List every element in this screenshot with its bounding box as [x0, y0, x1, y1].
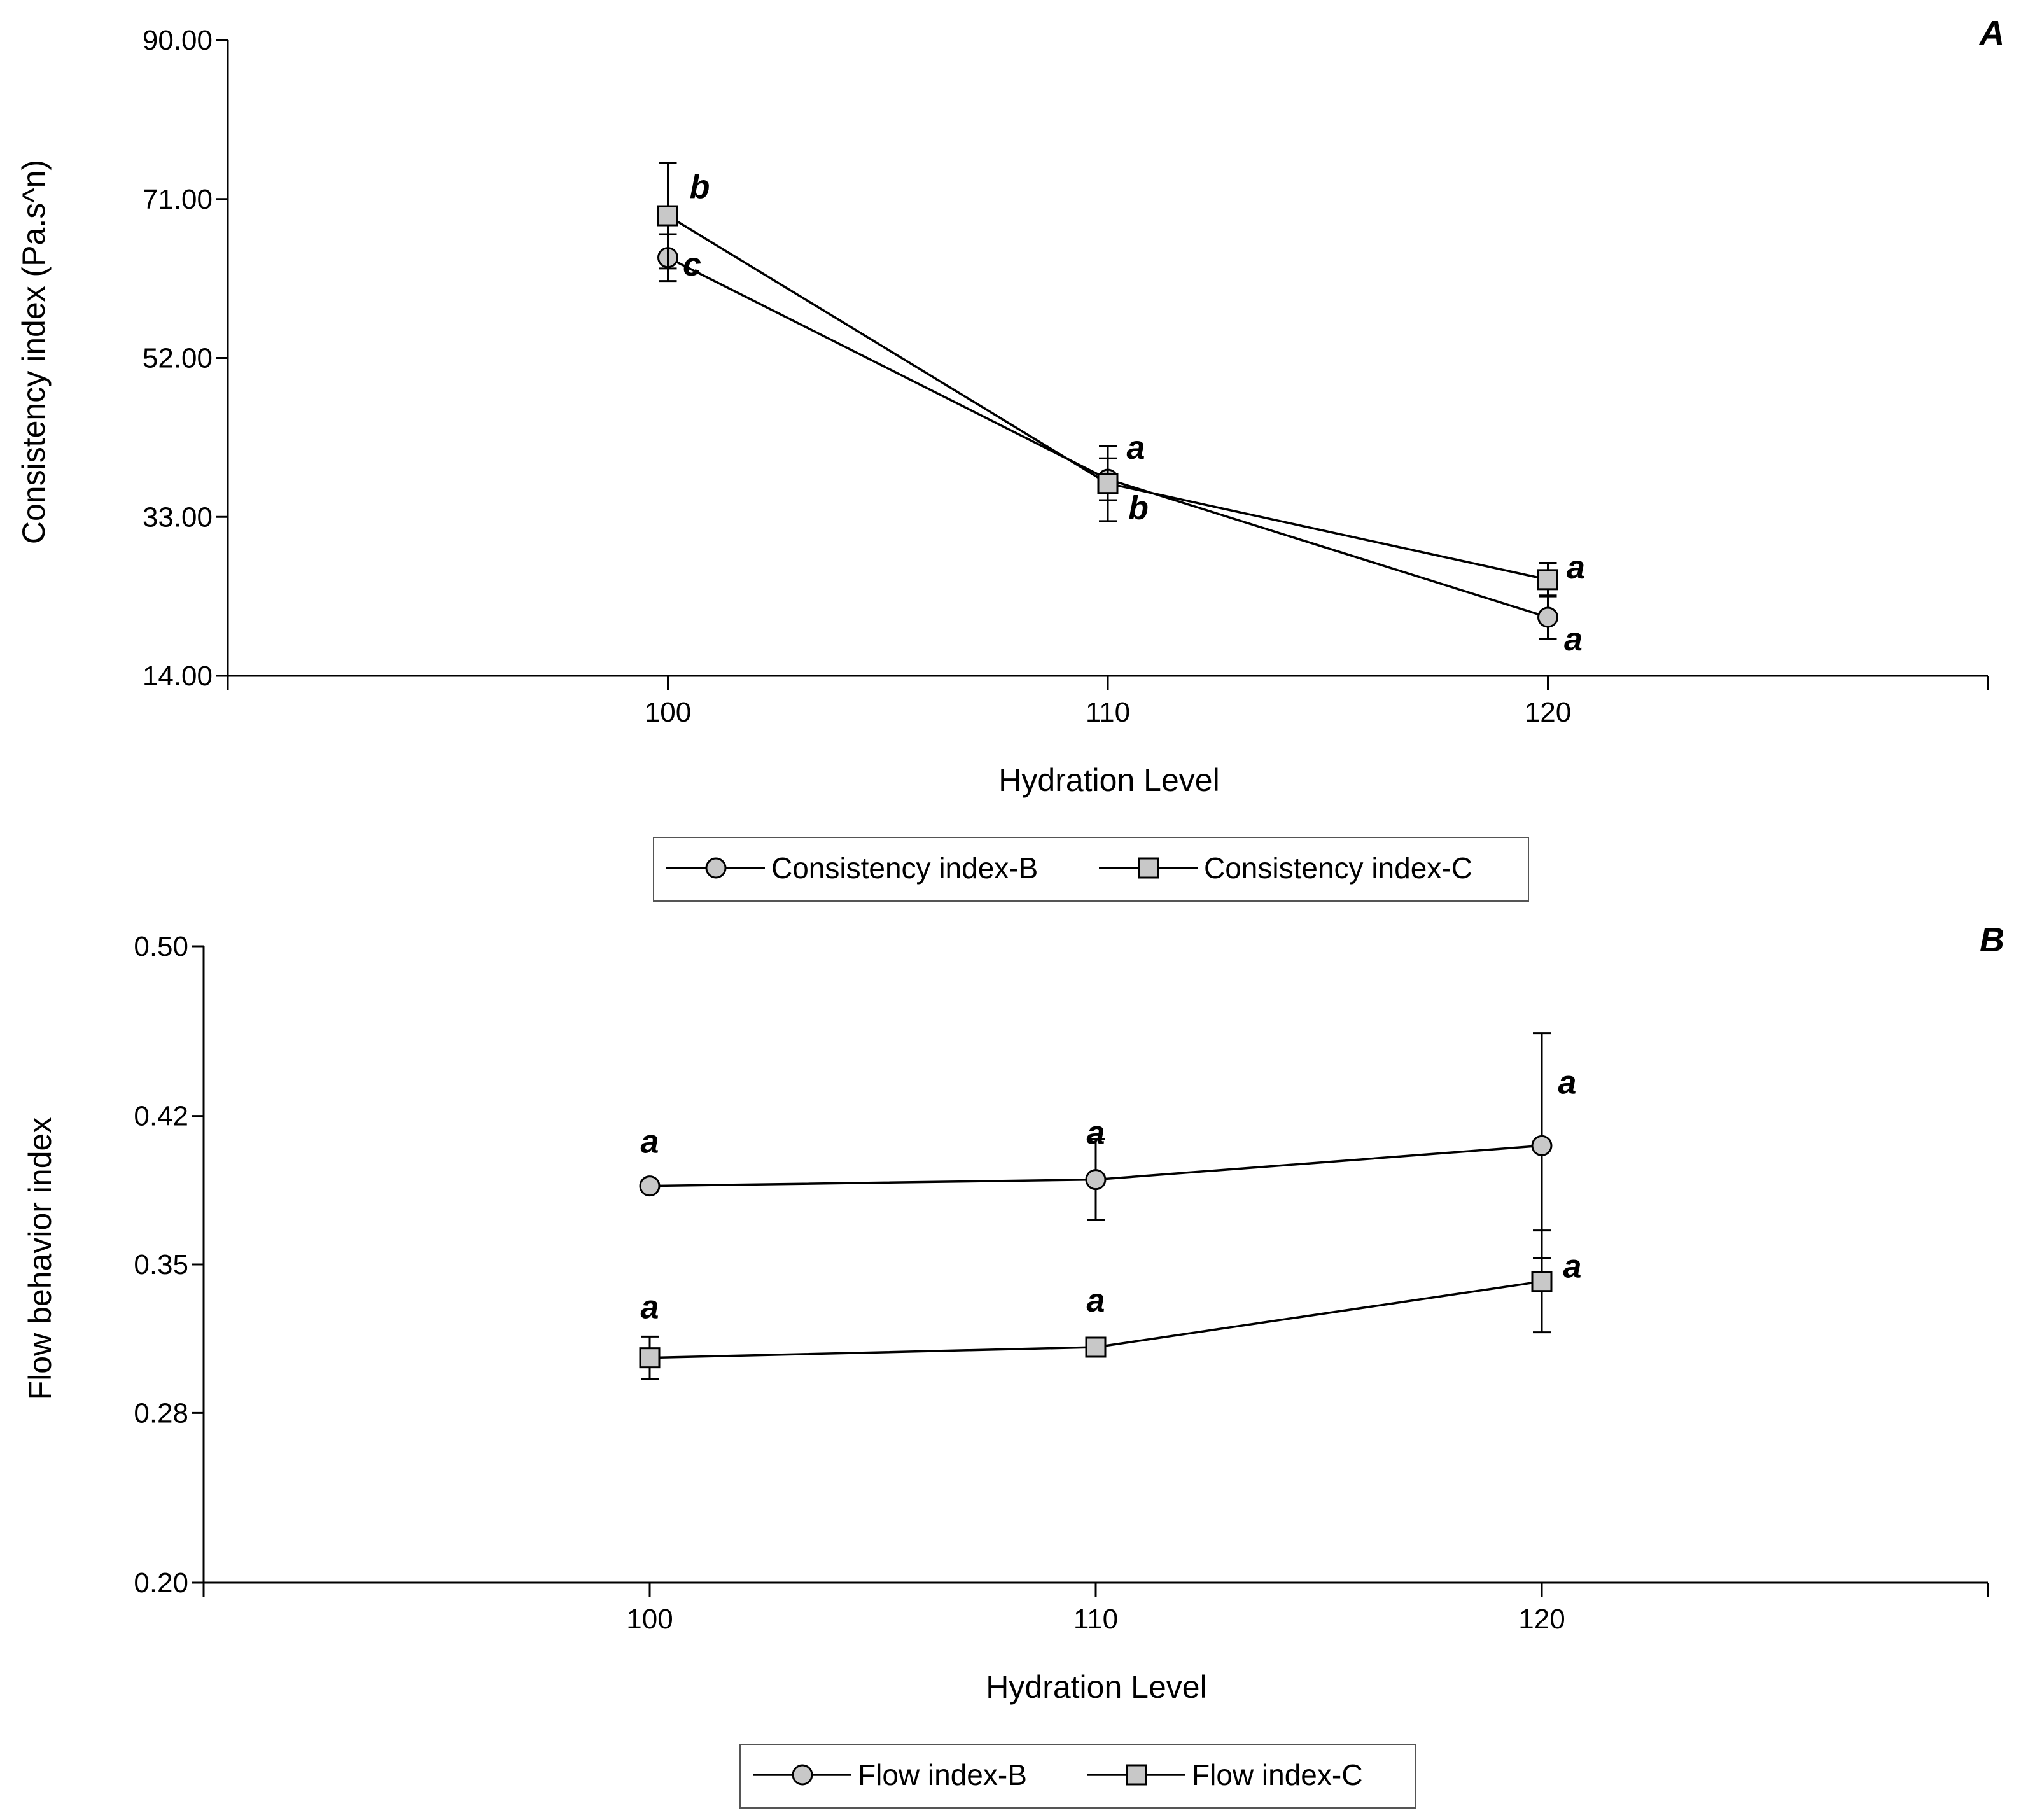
series-flow-index-c: a a a [639, 1229, 1582, 1380]
y-tick-label: 90.00 [143, 25, 213, 56]
x-tick-label: 120 [1525, 697, 1571, 728]
significance-label: a [1558, 1064, 1577, 1101]
panel-b: B Hydration Level Flow behavior index 0.… [22, 921, 2004, 1809]
panel-a: A Hydration Level Consistency index (Pa.… [16, 14, 2004, 902]
y-tick-label: 0.35 [134, 1249, 188, 1280]
legend-entry-flow-b: Flow index-B [858, 1758, 1027, 1791]
data-marks: a a a a a a [639, 1032, 1582, 1380]
legend-square-marker-icon [1138, 857, 1159, 879]
series-flow-index-b: a a a [639, 1032, 1577, 1259]
x-tick-label: 120 [1518, 1604, 1565, 1635]
significance-label: a [1087, 1282, 1105, 1319]
y-tick-label: 0.28 [134, 1397, 188, 1429]
y-axis-title: Flow behavior index [22, 1117, 58, 1401]
legend-circle-marker-icon [705, 857, 727, 879]
data-point [1085, 1336, 1107, 1358]
y-tick-label: 71.00 [143, 184, 213, 215]
data-point [1531, 1135, 1553, 1156]
x-tick-label: 100 [626, 1604, 673, 1635]
significance-label: a [1564, 621, 1583, 658]
y-tick-label: 14.00 [143, 661, 213, 692]
significance-label: b [690, 169, 710, 206]
data-point [1097, 473, 1119, 494]
y-tick-label: 0.42 [134, 1101, 188, 1132]
legend-square-marker-icon [1126, 1764, 1147, 1786]
y-axis-title: Consistency index (Pa.s^n) [16, 160, 52, 544]
data-point [1537, 606, 1558, 628]
x-tick-label: 100 [645, 697, 691, 728]
axes: 0.20 0.28 0.35 0.42 0.50 100 110 120 [134, 931, 1989, 1635]
x-tick-label: 110 [1073, 1604, 1118, 1635]
y-tick-label: 0.20 [134, 1567, 188, 1599]
x-axis-title: Hydration Level [986, 1669, 1206, 1705]
y-tick-label: 33.00 [143, 501, 213, 533]
significance-label: b [1128, 490, 1149, 527]
data-point [639, 1175, 661, 1197]
y-tick-label: 0.50 [134, 931, 188, 962]
panel-label: B [1980, 921, 2004, 959]
legend-entry-consistency-c: Consistency index-C [1204, 851, 1472, 885]
axes: 14.00 33.00 52.00 71.00 90.00 100 110 120 [143, 25, 1989, 728]
significance-label: a [1563, 1249, 1582, 1285]
legend-box [653, 837, 1529, 902]
x-tick-label: 110 [1086, 697, 1130, 728]
y-tick-label: 52.00 [143, 343, 213, 374]
data-point [1085, 1169, 1107, 1191]
significance-label: a [1127, 430, 1145, 466]
panel-label: A [1978, 14, 2004, 52]
legend-box [739, 1744, 1416, 1809]
series-consistency-index-b: caa [657, 233, 1583, 658]
x-axis-title: Hydration Level [998, 762, 1219, 798]
significance-label: a [641, 1289, 659, 1326]
data-point [1537, 569, 1558, 591]
legend: Consistency index-B Consistency index-C [653, 837, 1529, 902]
legend-circle-marker-icon [792, 1764, 813, 1786]
significance-label: a [1567, 549, 1585, 586]
data-point [639, 1347, 661, 1369]
data-point [1531, 1271, 1553, 1292]
series-line [667, 256, 1549, 619]
series-consistency-index-c: bba [657, 162, 1585, 598]
legend-entry-consistency-b: Consistency index-B [771, 851, 1038, 885]
legend-entry-flow-c: Flow index-C [1192, 1758, 1362, 1791]
significance-label: a [1087, 1115, 1105, 1152]
legend: Flow index-B Flow index-C [739, 1744, 1416, 1809]
significance-label: c [683, 246, 701, 283]
significance-label: a [641, 1124, 659, 1161]
data-point [657, 205, 678, 227]
series-line [667, 214, 1548, 581]
